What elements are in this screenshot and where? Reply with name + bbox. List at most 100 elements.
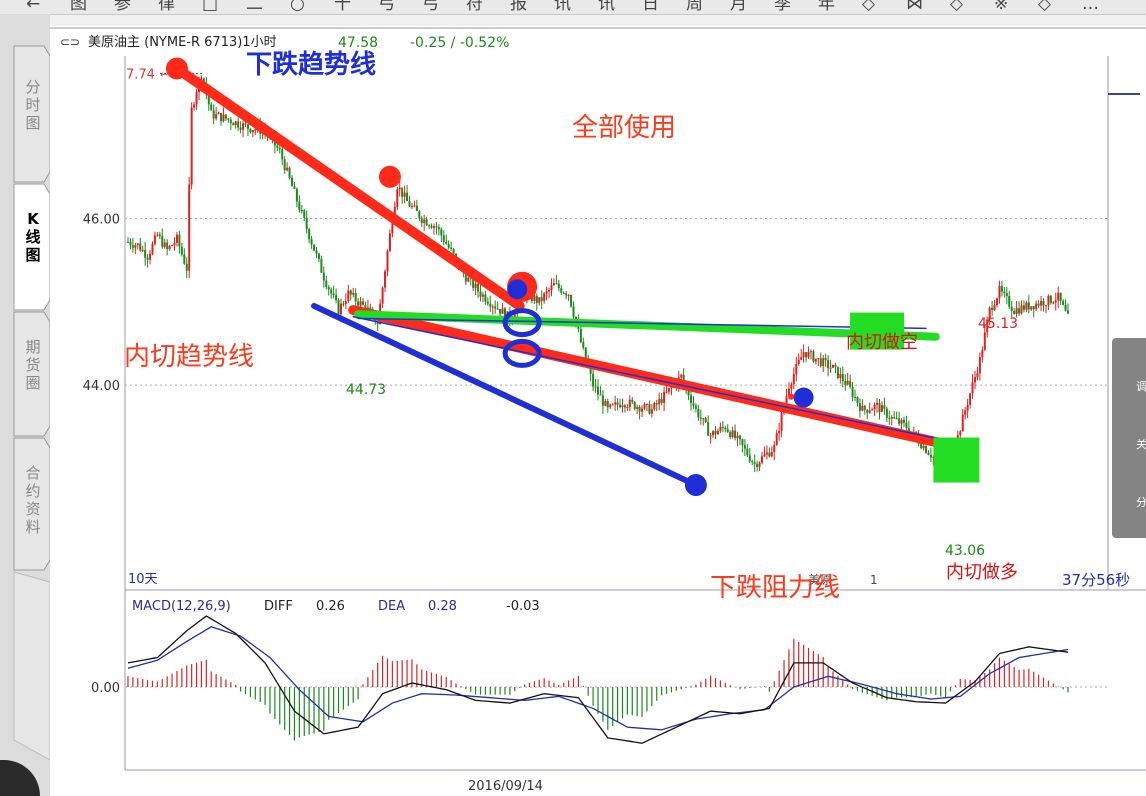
- candle-body-295: [849, 380, 852, 387]
- last-price: 47.58: [338, 35, 378, 51]
- candle-body-134: [455, 253, 458, 258]
- candle-body-324: [920, 443, 923, 449]
- toolbar-button-0[interactable]: ←: [26, 0, 41, 14]
- candle-body-206: [631, 399, 634, 402]
- toolbar-button-10[interactable]: 符: [466, 0, 483, 14]
- candle-body-145: [481, 294, 484, 297]
- red-dot-small: [788, 393, 795, 400]
- candle-body-362: [1013, 310, 1016, 314]
- overlay-item-1[interactable]: 关: [1136, 438, 1146, 451]
- overlay-item-0[interactable]: 调: [1136, 380, 1146, 393]
- toolbar-button-19[interactable]: ◇: [862, 0, 876, 14]
- candle-body-21: [178, 234, 181, 247]
- toolbar-button-18[interactable]: 年: [818, 0, 835, 14]
- candle-body-80: [322, 272, 325, 281]
- toolbar-button-1[interactable]: 图: [70, 0, 87, 14]
- candle-body-366: [1022, 305, 1025, 310]
- candle-body-191: [594, 386, 597, 388]
- trendline-inner_blue_thin: [352, 316, 962, 445]
- candle-body-23: [183, 254, 186, 264]
- toolbar-button-8[interactable]: 弓: [378, 0, 395, 14]
- candle-body-83: [330, 289, 333, 294]
- toolbar-button-11[interactable]: 报: [510, 0, 527, 14]
- candle-body-189: [589, 367, 592, 374]
- floating-side-panel[interactable]: 调关分: [1112, 338, 1146, 538]
- toolbar-button-12[interactable]: 讯: [554, 0, 571, 14]
- candle-body-74: [308, 228, 311, 240]
- candle-body-110: [396, 189, 399, 207]
- candle-body-368: [1027, 302, 1030, 310]
- candle-body-186: [582, 342, 585, 348]
- toolbar-button-14[interactable]: 日: [642, 0, 659, 14]
- candle-body-296: [851, 386, 854, 397]
- candle-body-95: [359, 301, 362, 306]
- candle-body-230: [690, 395, 693, 403]
- overlay-item-2[interactable]: 分: [1136, 496, 1146, 509]
- candle-body-30: [200, 78, 203, 80]
- candle-body-187: [584, 347, 587, 361]
- candle-body-144: [479, 291, 482, 297]
- candle-body-235: [702, 418, 705, 420]
- candle-body-125: [432, 226, 435, 228]
- candle-body-104: [381, 287, 384, 304]
- macd-panel: 0.00 MACD(12,26,9) DIFF 0.26 DEA 0.28 -0.03: [91, 599, 1108, 744]
- candle-body-177: [560, 288, 563, 293]
- candle-body-301: [863, 405, 866, 410]
- candle-body-41: [227, 118, 230, 120]
- candle-body-302: [866, 409, 869, 413]
- candle-body-17: [168, 245, 171, 250]
- side-tabs: 分时图 K 线图 期货圈 合约资料: [13, 45, 51, 761]
- candle-body-141: [472, 277, 475, 288]
- candle-body-234: [699, 417, 702, 419]
- toolbar-button-21[interactable]: ◇: [950, 0, 964, 14]
- candle-body-38: [220, 113, 223, 122]
- candle-body-363: [1015, 308, 1018, 314]
- candle-body-76: [313, 244, 316, 251]
- candle-body-287: [829, 367, 832, 369]
- candle-body-142: [474, 283, 477, 288]
- link-icon[interactable]: ⊂⊃: [60, 35, 80, 49]
- candle-body-242: [719, 426, 722, 432]
- toolbar-button-20[interactable]: ⋈: [906, 0, 923, 14]
- toolbar-button-22[interactable]: ※: [994, 0, 1009, 14]
- candle-body-218: [660, 399, 663, 403]
- candle-body-158: [513, 314, 516, 319]
- period-label: 10天: [128, 572, 158, 587]
- toolbar-button-2[interactable]: 参: [114, 0, 131, 14]
- candle-body-181: [570, 295, 573, 307]
- toolbar-button-4[interactable]: □: [202, 0, 219, 14]
- toolbar-button-23[interactable]: ◇: [1038, 0, 1052, 14]
- candle-body-254: [748, 455, 751, 462]
- toolbar-button-16[interactable]: 月: [730, 0, 747, 14]
- label-down-trend: 下跌趋势线: [246, 50, 376, 80]
- toolbar-button-3[interactable]: 律: [158, 0, 175, 14]
- macd-title: MACD(12,26,9): [132, 599, 231, 614]
- candle-body-297: [854, 396, 857, 398]
- toolbar-button-13[interactable]: 讯: [598, 0, 615, 14]
- toolbar-button-15[interactable]: 周: [686, 0, 703, 14]
- candle-body-115: [408, 201, 411, 207]
- candle-body-374: [1042, 301, 1045, 306]
- candle-body-45: [237, 121, 240, 128]
- toolbar-button-17[interactable]: 季: [774, 0, 791, 14]
- candle-body-107: [388, 233, 391, 252]
- toolbar-button-7[interactable]: 十: [334, 0, 351, 14]
- candle-body-308: [880, 405, 883, 412]
- candle-body-139: [467, 277, 470, 282]
- candle-body-27: [193, 104, 196, 108]
- toolbar-button-9[interactable]: 弓: [422, 0, 439, 14]
- candle-body-26: [190, 107, 193, 185]
- candle-body-311: [888, 417, 891, 419]
- toolbar-button-6[interactable]: ○: [290, 0, 305, 14]
- candle-body-170: [543, 293, 546, 301]
- trendline-inner_green: [354, 310, 940, 341]
- candle-body-209: [638, 406, 641, 412]
- toolbar-button-5[interactable]: 二: [246, 0, 263, 14]
- candle-body-229: [687, 387, 690, 396]
- trend-dot-2: [378, 165, 401, 188]
- candle-body-70: [298, 201, 301, 211]
- candle-body-309: [883, 405, 886, 409]
- candle-body-84: [332, 293, 335, 296]
- candle-body-81: [325, 280, 328, 288]
- toolbar-button-24[interactable]: …: [1082, 0, 1099, 14]
